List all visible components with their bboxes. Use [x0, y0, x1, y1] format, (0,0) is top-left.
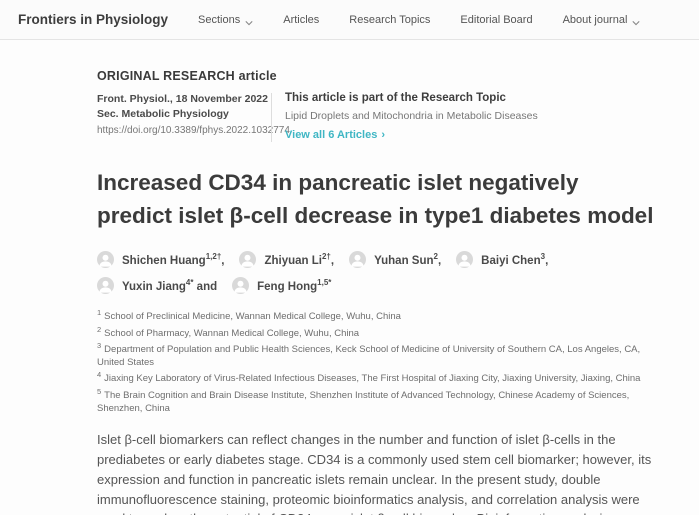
author-link[interactable]: Shichen Huang1,2†,: [97, 251, 224, 268]
author-avatar-icon: [349, 251, 367, 268]
primary-nav: Sections Articles Research Topics Editor…: [198, 13, 641, 26]
author-link[interactable]: Yuhan Sun2,: [349, 251, 441, 268]
affiliation-item: 4 Jiaxing Key Laboratory of Virus-Related…: [97, 370, 641, 385]
article-type-label: ORIGINAL RESEARCH article: [97, 69, 277, 83]
author-avatar-icon: [97, 277, 114, 294]
journal-logo[interactable]: Frontiers in Physiology: [18, 12, 169, 27]
article-page: ORIGINAL RESEARCH article Front. Physiol…: [97, 69, 655, 515]
nav-item-articles[interactable]: Articles: [283, 13, 320, 26]
nav-item-sections[interactable]: Sections: [198, 14, 253, 26]
abstract-text: Islet β-cell biomarkers can reflect chan…: [97, 432, 652, 515]
research-topic-heading: This article is part of the Research Top…: [285, 92, 506, 104]
journal-date-line: Front. Physiol., 18 November 2022: [97, 93, 268, 105]
author-list: Shichen Huang1,2†, Zhiyuan Li2†, Yuhan S…: [97, 251, 655, 294]
author-link[interactable]: Feng Hong1,5*: [232, 277, 331, 294]
article-meta: Front. Physiol., 18 November 2022 Sec. M…: [97, 92, 655, 143]
chevron-down-icon: [245, 17, 253, 25]
research-topic-title-link[interactable]: Lipid Droplets and Mitochondria in Metab…: [285, 110, 538, 122]
doi-link[interactable]: https://doi.org/10.3389/fphys.2022.10327…: [97, 125, 290, 136]
top-navbar: Frontiers in Physiology Sections Article…: [0, 0, 699, 40]
author-name: Shichen Huang1,2†,: [122, 252, 225, 267]
article-title: Increased CD34 in pancreatic islet negat…: [97, 170, 654, 228]
author-avatar-icon: [239, 251, 257, 268]
view-all-articles-link[interactable]: View all 6 Articles ›: [285, 129, 386, 141]
author-avatar-icon: [97, 251, 114, 268]
nav-item-research-topics[interactable]: Research Topics: [349, 13, 431, 26]
author-link[interactable]: Zhiyuan Li2†,: [239, 251, 334, 268]
affiliation-item: 3 Department of Population and Public Hea…: [97, 341, 641, 368]
nav-item-editorial-board[interactable]: Editorial Board: [460, 13, 533, 26]
affiliation-item: 5 The Brain Cognition and Brain Disease I…: [97, 387, 630, 414]
author-name: Yuxin Jiang4* and: [122, 278, 218, 293]
author-name: Feng Hong1,5*: [257, 278, 332, 293]
author-avatar-icon: [232, 277, 250, 294]
author-name: Zhiyuan Li2†,: [264, 252, 335, 267]
chevron-down-icon: [632, 17, 641, 25]
author-name: Baiyi Chen3,: [481, 252, 549, 267]
author-avatar-icon: [456, 251, 474, 268]
author-link[interactable]: Baiyi Chen3,: [456, 251, 548, 268]
chevron-right-icon: ›: [381, 129, 386, 141]
affiliation-item: 2 School of Pharmacy, Wannan Medical Coll…: [97, 324, 360, 339]
vertical-divider: [271, 93, 272, 142]
author-name: Yuhan Sun2,: [374, 252, 442, 267]
section-line: Sec. Metabolic Physiology: [97, 108, 229, 120]
author-link[interactable]: Yuxin Jiang4* and: [97, 277, 217, 294]
citation-block: Front. Physiol., 18 November 2022 Sec. M…: [97, 92, 290, 143]
research-topic-block: This article is part of the Research Top…: [285, 92, 538, 143]
affiliation-list: 1 School of Preclinical Medicine, Wannan …: [97, 307, 655, 415]
affiliation-item: 1 School of Preclinical Medicine, Wannan …: [97, 308, 401, 323]
nav-item-about-journal[interactable]: About journal: [563, 14, 641, 26]
